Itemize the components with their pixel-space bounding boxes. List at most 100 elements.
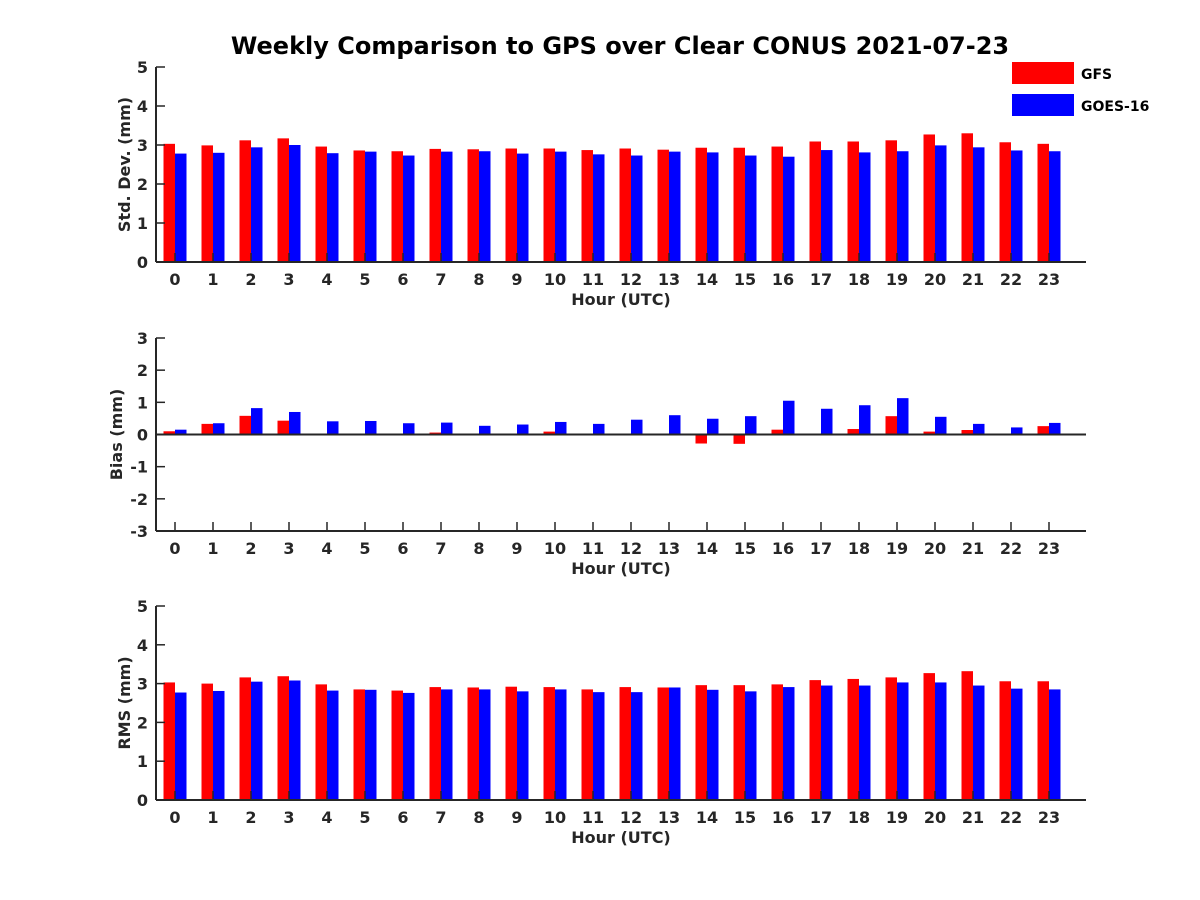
bar-std-dev-gfs-18 [847, 141, 859, 262]
x-tick-label: 3 [283, 808, 294, 827]
bar-bias-gfs-2 [239, 415, 251, 435]
bar-bias-goes-16-10 [555, 421, 567, 435]
bar-rms-goes-16-12 [631, 692, 643, 800]
bar-std-dev-gfs-14 [695, 147, 707, 262]
bar-std-dev-gfs-6 [391, 151, 403, 262]
x-tick-label: 7 [435, 808, 446, 827]
x-tick-label: 13 [658, 808, 680, 827]
bar-std-dev-gfs-15 [733, 147, 745, 262]
x-tick-label: 8 [473, 808, 484, 827]
bar-std-dev-gfs-19 [885, 140, 897, 262]
bar-rms-gfs-21 [961, 671, 973, 800]
y-tick-label: 2 [137, 713, 148, 732]
series-gfs [163, 133, 1049, 262]
y-tick-label: -1 [130, 458, 148, 477]
x-tick-label: 4 [321, 808, 332, 827]
x-tick-label: 2 [245, 539, 256, 558]
x-tick-label: 9 [511, 270, 522, 289]
bar-rms-gfs-15 [733, 685, 745, 800]
bar-std-dev-goes-16-11 [593, 154, 605, 262]
x-tick-label: 14 [696, 808, 718, 827]
bar-std-dev-goes-16-12 [631, 155, 643, 262]
bar-rms-gfs-12 [619, 687, 631, 800]
bar-std-dev-goes-16-15 [745, 155, 757, 262]
x-tick-label: 14 [696, 539, 718, 558]
bar-bias-gfs-10 [543, 431, 555, 435]
y-tick-label: 1 [137, 752, 148, 771]
bar-std-dev-goes-16-5 [365, 151, 377, 262]
bar-bias-gfs-1 [201, 423, 213, 435]
bar-std-dev-goes-16-2 [251, 147, 263, 262]
bar-rms-gfs-2 [239, 677, 251, 800]
bar-rms-goes-16-22 [1011, 688, 1023, 800]
x-tick-label: 0 [169, 270, 180, 289]
bar-bias-goes-16-4 [327, 421, 339, 435]
x-tick-label: 12 [620, 539, 642, 558]
x-tick-label: 2 [245, 270, 256, 289]
bar-bias-gfs-18 [847, 429, 859, 435]
bar-std-dev-goes-16-19 [897, 151, 909, 262]
bar-rms-goes-16-17 [821, 685, 833, 800]
bar-rms-goes-16-16 [783, 687, 795, 800]
bar-std-dev-goes-16-4 [327, 153, 339, 262]
bar-bias-gfs-15 [733, 434, 745, 444]
bar-rms-gfs-10 [543, 687, 555, 800]
bar-bias-goes-16-15 [745, 416, 757, 435]
bar-rms-gfs-7 [429, 687, 441, 800]
x-tick-label: 13 [658, 539, 680, 558]
bar-rms-goes-16-10 [555, 689, 567, 800]
y-tick-label: 0 [137, 791, 148, 810]
bar-rms-goes-16-6 [403, 692, 415, 800]
x-tick-label: 10 [544, 270, 566, 289]
x-tick-label: 5 [359, 539, 370, 558]
bar-std-dev-gfs-0 [163, 143, 175, 262]
bar-rms-gfs-6 [391, 690, 403, 800]
y-tick-label: 4 [137, 97, 148, 116]
bar-std-dev-goes-16-22 [1011, 150, 1023, 262]
x-tick-label: 7 [435, 539, 446, 558]
bar-bias-goes-16-14 [707, 418, 719, 435]
x-tick-label: 21 [962, 270, 984, 289]
x-tick-label: 17 [810, 270, 832, 289]
bar-std-dev-gfs-17 [809, 141, 821, 262]
bar-bias-gfs-3 [277, 420, 289, 435]
x-tick-label: 16 [772, 808, 794, 827]
bar-std-dev-gfs-11 [581, 150, 593, 262]
bar-rms-gfs-11 [581, 689, 593, 800]
x-tick-label: 15 [734, 539, 756, 558]
y-tick-label: -3 [130, 522, 148, 541]
bar-rms-gfs-20 [923, 673, 935, 800]
bar-bias-goes-16-18 [859, 405, 871, 435]
bar-std-dev-gfs-12 [619, 148, 631, 262]
bar-rms-goes-16-13 [669, 687, 681, 800]
y-tick-label: 1 [137, 214, 148, 233]
x-tick-label: 6 [397, 808, 408, 827]
bar-std-dev-gfs-5 [353, 150, 365, 262]
bar-rms-gfs-19 [885, 677, 897, 800]
x-tick-label: 6 [397, 539, 408, 558]
bar-bias-gfs-23 [1037, 426, 1049, 435]
bar-bias-gfs-14 [695, 434, 707, 444]
bar-rms-gfs-22 [999, 681, 1011, 800]
bar-std-dev-goes-16-8 [479, 151, 491, 262]
series-gfs [163, 671, 1049, 800]
y-tick-label: 0 [137, 426, 148, 445]
bar-bias-goes-16-21 [973, 423, 985, 435]
bar-std-dev-goes-16-16 [783, 156, 795, 262]
legend-swatch [1012, 94, 1074, 116]
x-tick-label: 5 [359, 270, 370, 289]
bar-bias-goes-16-2 [251, 408, 263, 435]
y-tick-label: 4 [137, 636, 148, 655]
bar-bias-gfs-20 [923, 431, 935, 435]
bar-rms-goes-16-2 [251, 681, 263, 800]
x-tick-label: 14 [696, 270, 718, 289]
bar-rms-goes-16-15 [745, 691, 757, 800]
bar-rms-goes-16-19 [897, 682, 909, 800]
y-tick-label: 2 [137, 175, 148, 194]
bar-bias-goes-16-22 [1011, 427, 1023, 435]
x-tick-label: 4 [321, 539, 332, 558]
bar-rms-goes-16-21 [973, 685, 985, 800]
